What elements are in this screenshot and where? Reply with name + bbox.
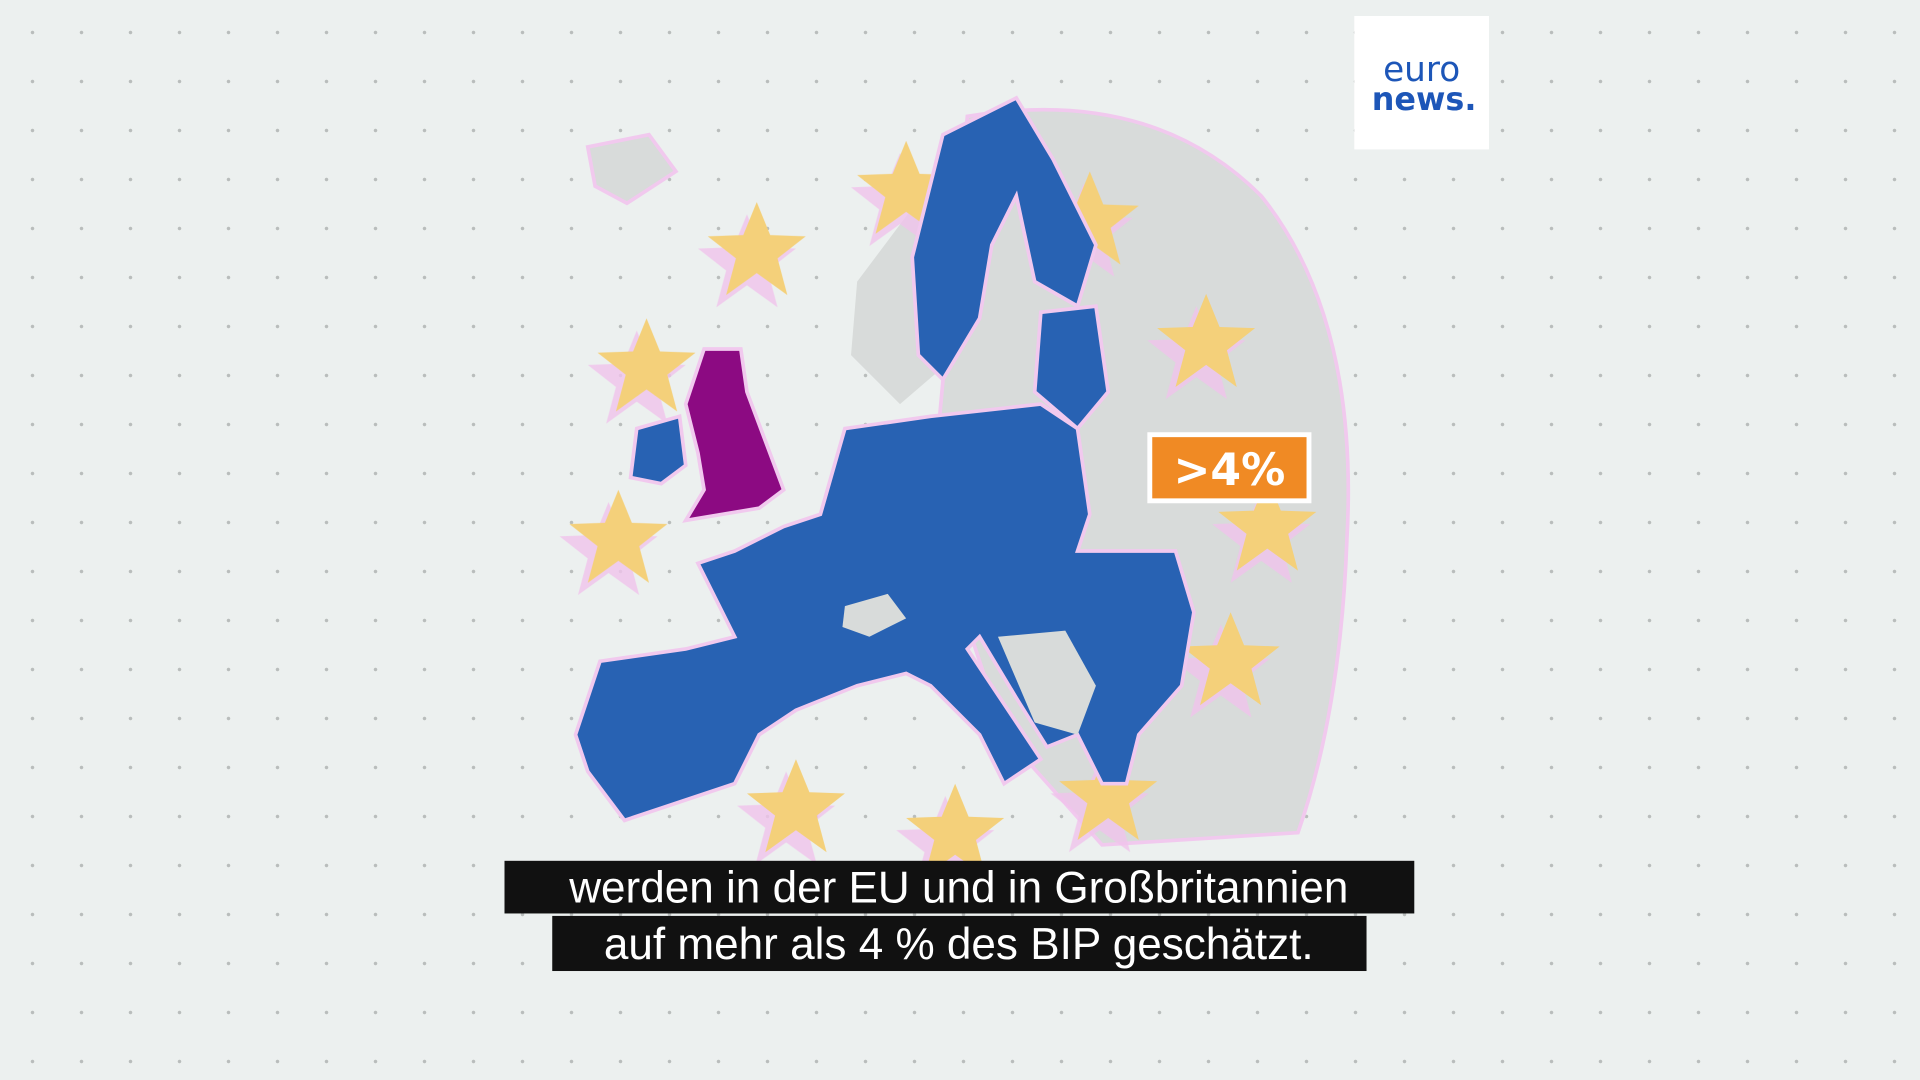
united-kingdom: [682, 347, 786, 523]
baltics: [1032, 304, 1111, 432]
iceland: [585, 132, 679, 206]
subtitle-bg: [504, 860, 1415, 914]
subtitle-line: werden in der EU und in Großbritannien: [568, 863, 1348, 912]
ireland: [628, 413, 688, 486]
subtitle-bg: [552, 915, 1367, 972]
badge-text: >4%: [1173, 445, 1285, 496]
switzerland: [842, 593, 907, 637]
badge: >4%: [1147, 432, 1312, 504]
logo-line1: euro: [1383, 50, 1460, 90]
logo: euro news.: [1354, 15, 1489, 150]
subtitle-line: auf mehr als 4 % des BIP geschätzt.: [604, 920, 1314, 969]
subtitles: werden in der EU und in Großbritannien a…: [504, 860, 1415, 972]
logo-box: [1354, 15, 1489, 150]
badge-fill: [1152, 437, 1307, 499]
map: [559, 95, 1351, 889]
logo-line2: news.: [1372, 80, 1477, 118]
scandinavia: [910, 95, 1098, 383]
balkans: [997, 630, 1096, 735]
